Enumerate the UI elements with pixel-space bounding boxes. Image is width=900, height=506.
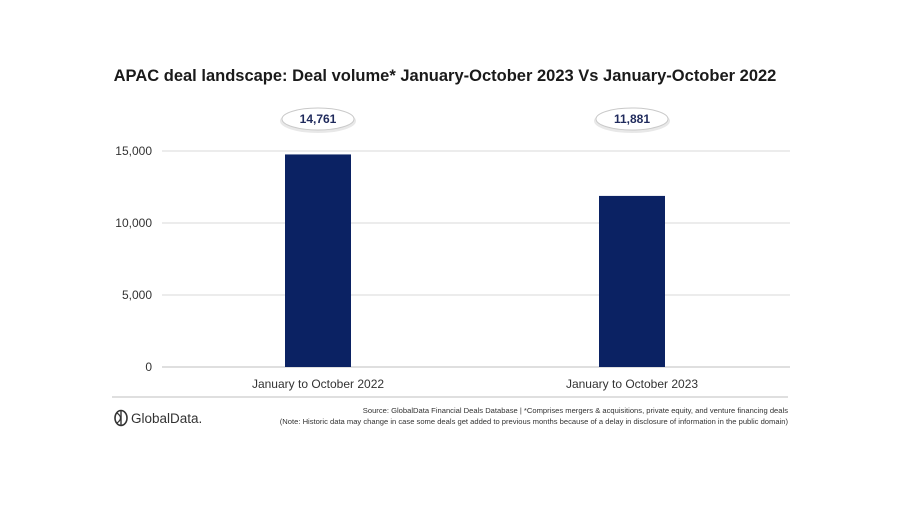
x-axis-categories: January to October 2022 January to Octobe… (252, 377, 698, 391)
source-note: Source: GlobalData Financial Deals Datab… (363, 406, 788, 415)
bars (285, 154, 665, 367)
callout-bubble (281, 107, 355, 131)
y-tick-label: 10,000 (115, 216, 152, 230)
bar (599, 195, 665, 367)
disclaimer-note: (Note: Historic data may change in case … (280, 417, 789, 426)
data-label-callout: 11,881 (594, 107, 670, 133)
globaldata-logo-icon (114, 409, 128, 427)
y-axis-ticks: 0 5,000 10,000 15,000 (115, 144, 152, 374)
bar (285, 154, 351, 367)
gridlines (162, 150, 790, 368)
data-label: 11,881 (614, 112, 650, 126)
data-label-callout: 14,761 (280, 107, 356, 133)
y-tick-label: 5,000 (122, 288, 152, 302)
data-label-callouts: 14,761 11,881 (280, 107, 670, 133)
y-tick-label: 0 (145, 360, 152, 374)
globaldata-logo: GlobalData. (114, 409, 202, 427)
x-category-label: January to October 2023 (566, 377, 698, 391)
y-tick-label: 15,000 (115, 144, 152, 158)
x-category-label: January to October 2022 (252, 377, 384, 391)
callout-bubble (595, 107, 669, 131)
data-label: 14,761 (300, 112, 337, 126)
globaldata-logo-text: GlobalData. (131, 411, 202, 426)
chart-title: APAC deal landscape: Deal volume* Januar… (114, 67, 777, 85)
